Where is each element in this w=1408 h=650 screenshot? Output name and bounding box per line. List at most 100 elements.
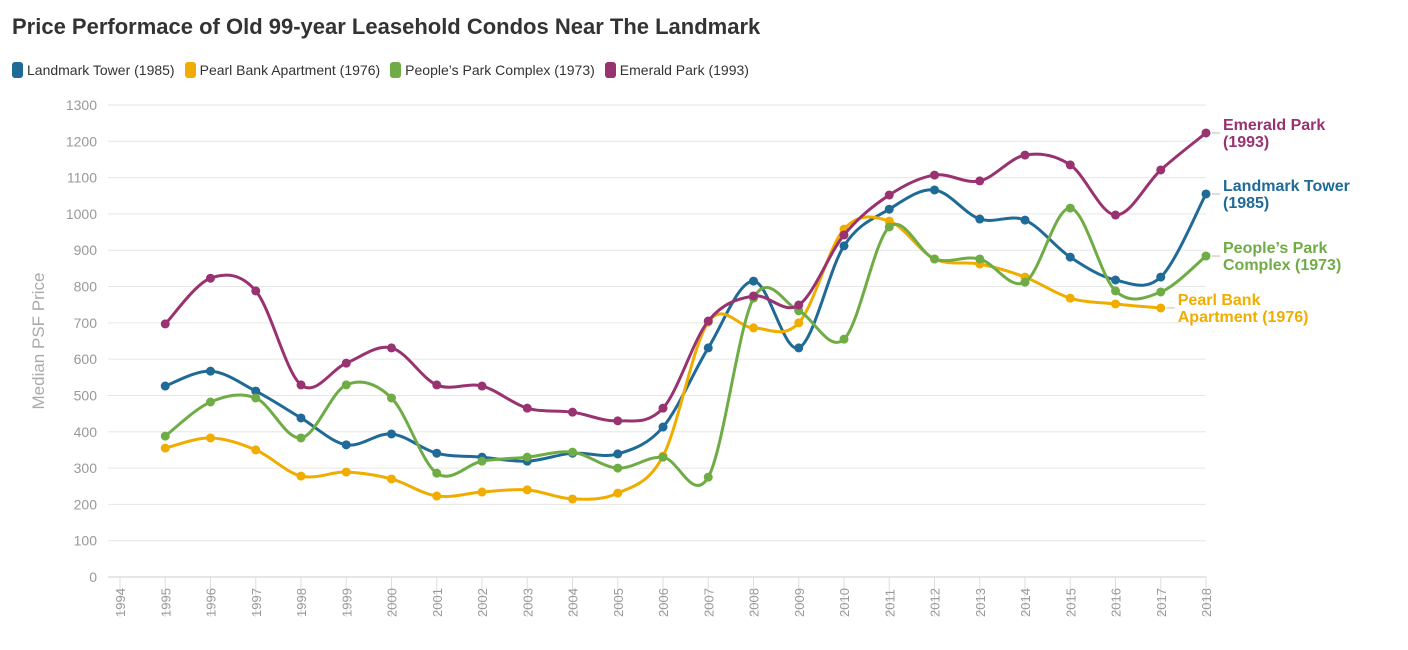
data-point	[296, 380, 306, 390]
data-point	[839, 241, 849, 251]
x-tick-label: 1998	[294, 588, 309, 617]
legend-item-peoples-park[interactable]: People’s Park Complex (1973)	[390, 62, 595, 78]
data-point	[1065, 252, 1075, 262]
legend-item-emerald-park[interactable]: Emerald Park (1993)	[604, 62, 749, 78]
data-point	[206, 433, 215, 443]
data-point	[296, 471, 306, 481]
legend-label: Emerald Park (1993)	[619, 62, 749, 78]
series-line	[164, 206, 1207, 487]
data-point	[1156, 287, 1166, 297]
data-point	[160, 381, 170, 391]
data-point	[296, 413, 306, 423]
series-end-label: Pearl Bank	[1178, 292, 1261, 309]
data-point	[658, 452, 668, 462]
data-point	[387, 343, 396, 353]
data-point	[975, 214, 985, 224]
x-tick-label: 2005	[611, 588, 626, 617]
data-point	[613, 488, 623, 498]
data-point	[568, 494, 577, 504]
y-tick-label: 900	[74, 242, 98, 258]
data-point	[341, 467, 351, 477]
data-point	[1065, 160, 1075, 170]
data-point	[387, 429, 396, 439]
data-point	[1020, 277, 1030, 287]
x-tick-label: 2000	[385, 588, 400, 617]
x-tick-label: 2018	[1199, 588, 1214, 617]
series-end-label: Apartment (1976)	[1178, 309, 1309, 326]
x-tick-label: 2010	[837, 588, 852, 617]
series-end-label: (1985)	[1223, 195, 1269, 212]
data-point	[251, 393, 261, 403]
data-point	[930, 254, 939, 264]
data-point	[522, 485, 532, 495]
data-point	[206, 273, 215, 283]
x-tick-label: 1996	[204, 588, 219, 617]
data-point	[1201, 189, 1211, 199]
y-tick-label: 800	[74, 279, 98, 295]
x-tick-label: 2012	[928, 588, 943, 617]
x-tick-label: 2011	[882, 589, 897, 617]
y-tick-label: 600	[74, 351, 98, 367]
data-point	[794, 300, 804, 310]
data-point	[613, 449, 623, 459]
x-tick-label: 2013	[973, 588, 988, 617]
series-line	[164, 215, 1161, 501]
data-point	[703, 472, 713, 482]
data-point	[432, 448, 442, 458]
data-point	[703, 316, 713, 326]
data-point	[522, 403, 532, 413]
data-point	[387, 393, 396, 403]
x-tick-label: 2001	[430, 588, 445, 617]
legend-label: Landmark Tower (1985)	[27, 62, 175, 78]
data-point	[1065, 203, 1075, 213]
y-tick-label: 300	[74, 460, 98, 476]
data-point	[794, 343, 804, 353]
legend-swatch	[604, 62, 616, 78]
legend-item-landmark[interactable]: Landmark Tower (1985)	[12, 62, 175, 78]
data-point	[206, 366, 215, 376]
data-point	[613, 416, 623, 426]
series-end-label: (1993)	[1223, 134, 1269, 151]
data-point	[432, 468, 442, 478]
y-tick-label: 1200	[66, 133, 97, 149]
data-point	[975, 176, 985, 186]
data-point	[749, 276, 758, 286]
data-point	[839, 230, 849, 240]
y-tick-label: 700	[74, 315, 98, 331]
x-tick-label: 1995	[158, 588, 173, 617]
data-point	[1020, 215, 1030, 225]
x-tick-label: 2004	[566, 588, 581, 617]
data-point	[251, 286, 261, 296]
x-tick-label: 2002	[475, 588, 490, 617]
legend-swatch	[12, 62, 23, 78]
data-point	[341, 380, 351, 390]
data-point	[341, 440, 351, 450]
data-point	[930, 185, 939, 195]
data-point	[206, 397, 215, 407]
legend-swatch	[184, 62, 196, 78]
data-point	[160, 443, 170, 453]
data-point	[1201, 128, 1211, 138]
data-point	[251, 445, 261, 455]
x-tick-label: 1997	[249, 588, 264, 617]
x-tick-label: 2008	[747, 588, 762, 617]
x-tick-label: 2006	[656, 588, 671, 617]
x-tick-label: 2007	[701, 588, 716, 617]
legend-label: Pearl Bank Apartment (1976)	[199, 62, 381, 78]
legend-item-pearl-bank[interactable]: Pearl Bank Apartment (1976)	[184, 62, 381, 78]
data-point	[432, 491, 442, 501]
series-end-label: Landmark Tower	[1223, 178, 1350, 195]
data-point	[1201, 251, 1211, 261]
x-tick-label: 2014	[1018, 588, 1033, 617]
data-point	[522, 452, 532, 462]
y-tick-label: 1000	[66, 206, 97, 222]
data-point	[1156, 165, 1166, 175]
data-point	[477, 456, 487, 466]
y-tick-label: 500	[74, 387, 98, 403]
data-point	[749, 291, 758, 301]
x-tick-label: 2009	[792, 588, 807, 617]
y-tick-label: 400	[74, 424, 98, 440]
y-tick-label: 100	[74, 533, 98, 549]
data-point	[1111, 286, 1120, 296]
